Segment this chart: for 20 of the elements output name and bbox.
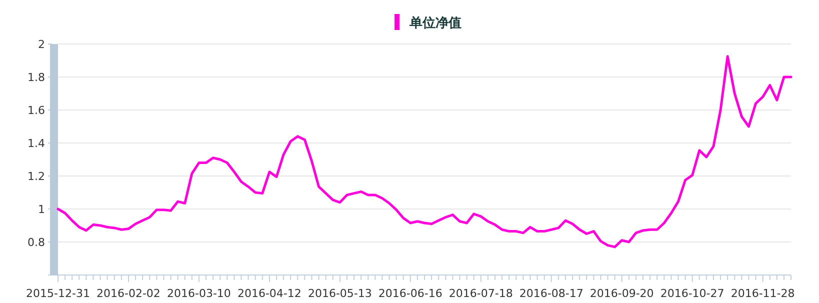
y-tick-label: 1.2 <box>28 170 45 183</box>
x-tick-label: 2016-09-20 <box>590 287 654 300</box>
y-tick-label: 1.4 <box>28 137 45 150</box>
x-tick-label: 2016-03-10 <box>166 287 231 300</box>
x-tick-label: 2016-06-16 <box>378 287 442 300</box>
x-tick-label: 2016-05-13 <box>308 287 372 300</box>
x-tick-label: 2016-11-28 <box>730 287 795 300</box>
y-tick-label: 1 <box>38 203 45 216</box>
x-tick-label: 2016-08-17 <box>519 287 584 300</box>
x-tick-label: 2016-04-12 <box>237 287 302 300</box>
y-tick-label: 2 <box>38 38 45 51</box>
legend: 单位净值 <box>394 14 462 31</box>
x-tick-label: 2016-02-02 <box>96 287 160 300</box>
y-tick-label: 1.8 <box>28 71 45 84</box>
y-tick-label: 1.6 <box>28 104 45 117</box>
legend-label: 单位净值 <box>408 15 462 31</box>
x-tick-label: 2016-07-18 <box>448 287 513 300</box>
x-tick-label: 2016-10-27 <box>660 287 724 300</box>
y-tick-label: 0.8 <box>28 236 45 249</box>
x-tick-label: 2015-12-31 <box>26 287 90 300</box>
